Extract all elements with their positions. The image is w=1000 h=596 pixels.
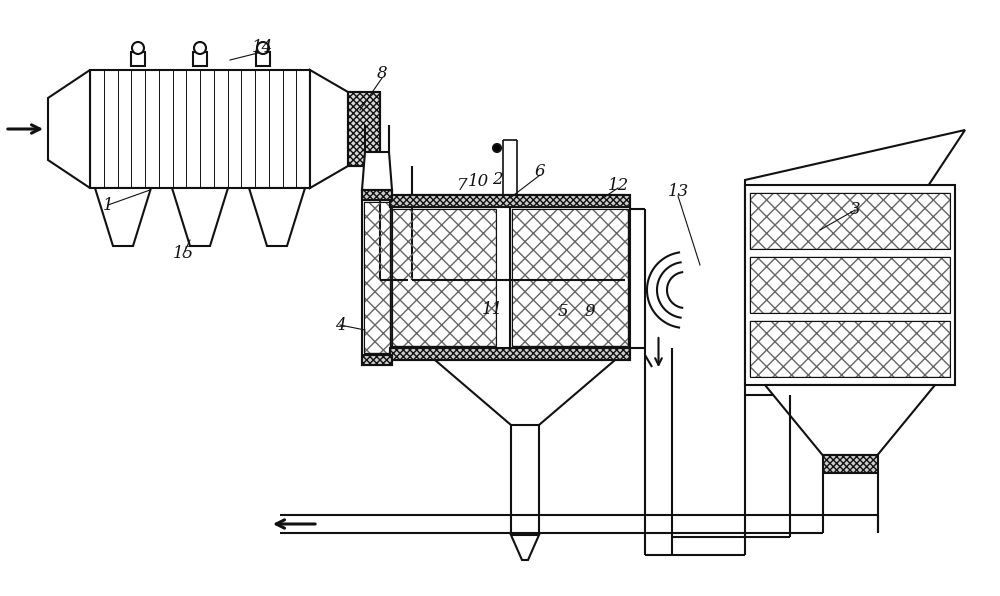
Polygon shape [310, 70, 348, 188]
Bar [256, 52, 270, 66]
Bar [390, 348, 630, 360]
Circle shape [132, 42, 144, 54]
Text: 3: 3 [850, 201, 860, 219]
Text: 8: 8 [377, 64, 387, 82]
Polygon shape [765, 385, 935, 455]
Bar [348, 92, 380, 166]
Circle shape [194, 42, 206, 54]
Bar [822, 455, 878, 473]
Text: 4: 4 [335, 316, 345, 334]
Text: 10: 10 [467, 173, 489, 191]
Polygon shape [48, 70, 90, 188]
Bar [390, 195, 630, 360]
Bar [750, 193, 950, 249]
Text: 13: 13 [667, 184, 689, 200]
Text: 2: 2 [492, 172, 502, 188]
Polygon shape [95, 188, 151, 246]
Bar [750, 257, 950, 313]
Circle shape [493, 144, 501, 152]
Polygon shape [745, 130, 965, 395]
Text: 12: 12 [607, 176, 629, 194]
Polygon shape [362, 152, 392, 190]
Text: 5: 5 [558, 303, 568, 321]
Text: 7: 7 [457, 176, 467, 194]
Bar [392, 209, 496, 346]
Bar [362, 355, 392, 365]
Bar [193, 52, 207, 66]
Circle shape [257, 42, 269, 54]
Bar [512, 209, 628, 346]
Polygon shape [172, 188, 228, 246]
Polygon shape [511, 535, 539, 560]
Bar [131, 52, 145, 66]
Text: 1: 1 [103, 197, 113, 213]
Bar [392, 209, 496, 346]
Polygon shape [249, 188, 305, 246]
Text: 15: 15 [172, 244, 194, 262]
Bar [362, 190, 392, 365]
Bar [390, 195, 630, 207]
Text: 6: 6 [535, 163, 545, 181]
Bar [90, 70, 310, 188]
Bar [750, 321, 950, 377]
Polygon shape [435, 360, 615, 425]
Text: 14: 14 [251, 39, 273, 55]
Bar [750, 321, 950, 377]
Bar [362, 190, 392, 200]
Bar [750, 257, 950, 313]
Bar [364, 202, 390, 353]
Text: 9: 9 [585, 303, 595, 321]
Bar [364, 202, 390, 353]
Bar [512, 209, 628, 346]
Bar [750, 193, 950, 249]
Text: 11: 11 [481, 302, 503, 318]
Bar [745, 185, 955, 385]
Polygon shape [380, 195, 625, 280]
